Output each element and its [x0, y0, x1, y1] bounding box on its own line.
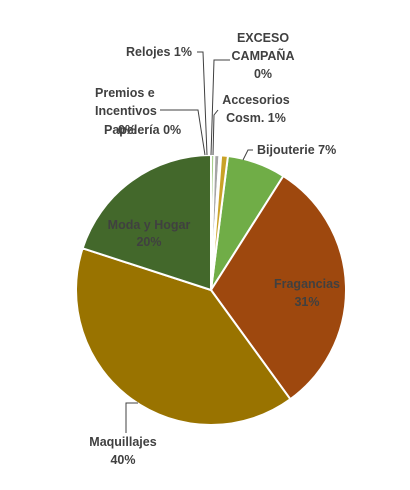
pie-slice-fragancias: [209, 174, 347, 401]
pie-slice-accesorios-cosm-: [210, 154, 230, 291]
label-papeleria: Papelería 0%: [104, 123, 181, 137]
leader-lines: [125, 51, 253, 433]
label-fragancias-pct: 31%: [294, 295, 319, 309]
label-moda-name: Moda y Hogar: [108, 218, 191, 232]
pie-slice-maquillajes: [75, 247, 292, 426]
label-premios-line1: Premios e: [95, 86, 155, 100]
label-exceso-line1: EXCESO: [237, 31, 289, 45]
leader-line-exceso: [210, 59, 230, 156]
label-premios-line2: Incentivos: [95, 104, 157, 118]
label-exceso-line2: CAMPAÑA: [232, 48, 295, 63]
label-fragancias-name: Fragancias: [274, 277, 340, 291]
label-accesorios-line1: Accesorios: [222, 93, 289, 107]
label-bijouterie: Bijouterie 7%: [257, 143, 336, 157]
leader-line-maquillajes: [125, 402, 138, 433]
pie-slice-moda-y-hogar: [81, 153, 212, 292]
label-maquillajes-pct: 40%: [110, 453, 135, 467]
leader-line-relojes: [197, 51, 208, 156]
data-labels: Bijouterie 7% Fragancias 31% Maquillajes…: [89, 31, 340, 467]
leader-line-premios: [160, 109, 206, 156]
label-maquillajes-name: Maquillajes: [89, 435, 156, 449]
leader-line-bijouterie: [242, 149, 253, 161]
label-moda-pct: 20%: [136, 235, 161, 249]
pie-slices: [75, 153, 347, 426]
label-exceso-pct: 0%: [254, 67, 272, 81]
label-relojes: Relojes 1%: [126, 45, 192, 59]
label-accesorios-line2: Cosm. 1%: [226, 111, 286, 125]
label-premios-pct: 0%: [118, 123, 136, 137]
leader-line-accesorios: [212, 109, 219, 156]
